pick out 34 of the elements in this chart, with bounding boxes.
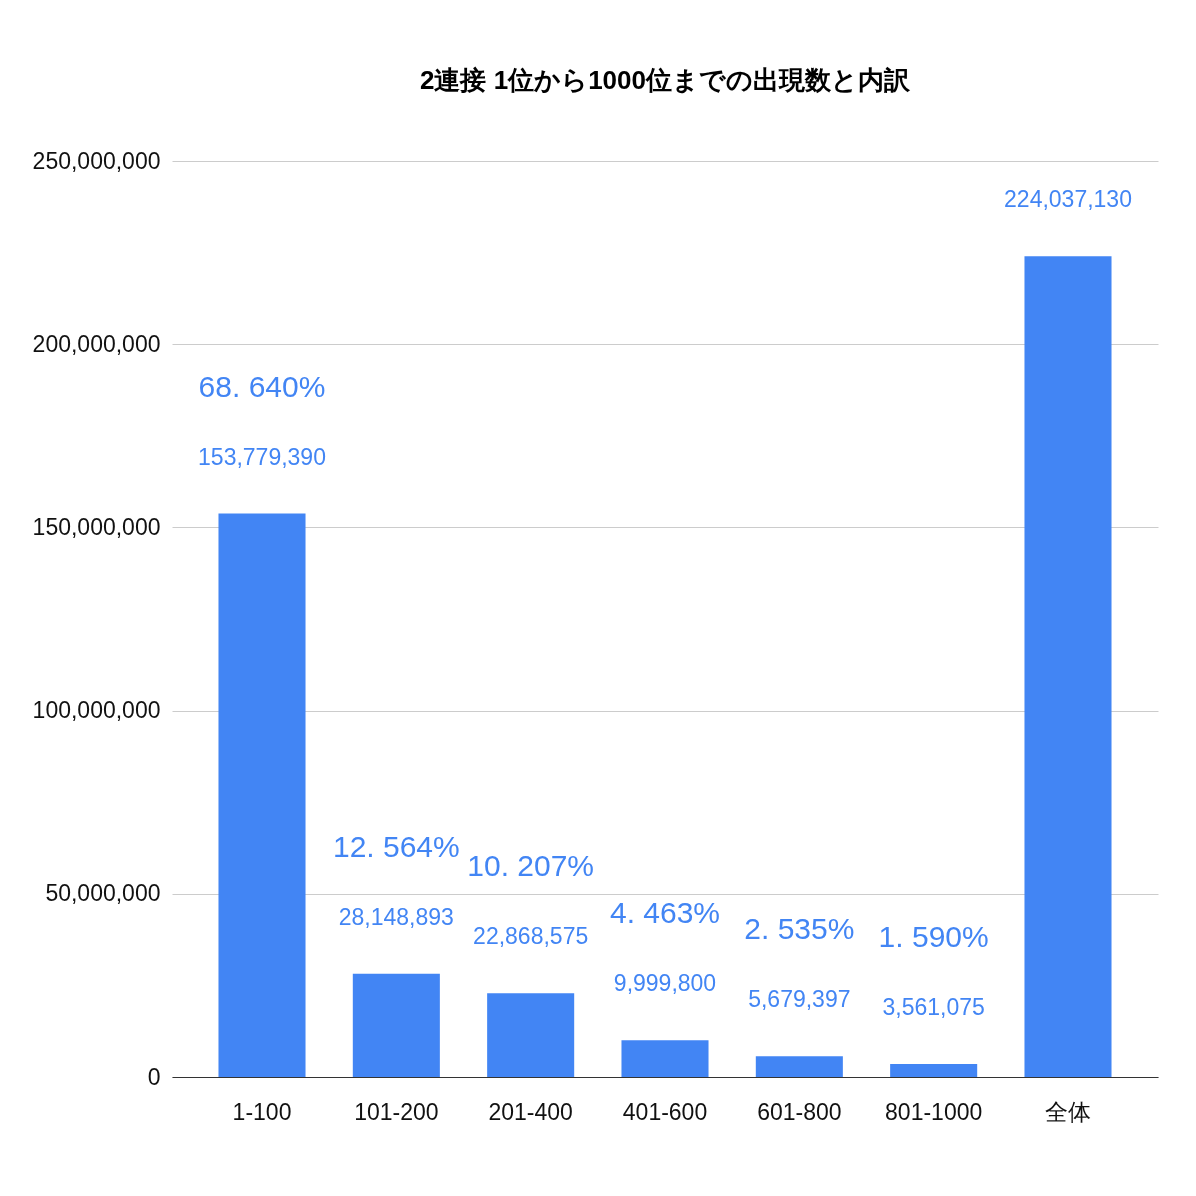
x-tick-label: 全体 — [1045, 1098, 1091, 1125]
y-tick-label: 150,000,000 — [32, 513, 161, 540]
data-label: 28,148,893 — [338, 903, 454, 930]
annotation: 12. 564% — [332, 829, 460, 863]
data-label: 3,561,075 — [882, 993, 985, 1020]
bar — [487, 993, 575, 1077]
data-label: 153,779,390 — [198, 443, 326, 470]
y-tick-label: 50,000,000 — [45, 880, 161, 907]
annotation: 68. 640% — [198, 369, 326, 403]
x-tick-label: 201-400 — [488, 1098, 573, 1125]
y-tick-label: 250,000,000 — [32, 147, 161, 174]
chart-title: 2連接 1位から1000位までの出現数と内訳 — [420, 65, 911, 95]
bar — [1024, 256, 1112, 1077]
annotation: 10. 207% — [467, 849, 595, 883]
annotation: 1. 590% — [878, 919, 989, 953]
x-tick-label: 601-800 — [757, 1098, 842, 1125]
data-label: 5,679,397 — [748, 986, 851, 1013]
x-tick-label: 1-100 — [232, 1098, 292, 1125]
y-tick-label: 100,000,000 — [32, 697, 161, 724]
x-tick-label: 401-600 — [622, 1098, 708, 1125]
data-label: 224,037,130 — [1004, 186, 1132, 213]
data-label: 9,999,800 — [613, 970, 717, 997]
x-tick-label: 801-1000 — [885, 1098, 983, 1125]
bar — [621, 1040, 709, 1077]
bar — [218, 513, 306, 1077]
bar — [352, 973, 440, 1077]
annotation: 4. 463% — [609, 896, 721, 930]
annotation: 2. 535% — [744, 912, 855, 946]
bar — [755, 1056, 843, 1077]
x-tick-label: 101-200 — [354, 1098, 439, 1125]
y-tick-label: 0 — [147, 1063, 161, 1090]
y-tick-label: 200,000,000 — [32, 330, 161, 357]
data-label: 22,868,575 — [473, 923, 589, 950]
bar — [890, 1063, 978, 1077]
